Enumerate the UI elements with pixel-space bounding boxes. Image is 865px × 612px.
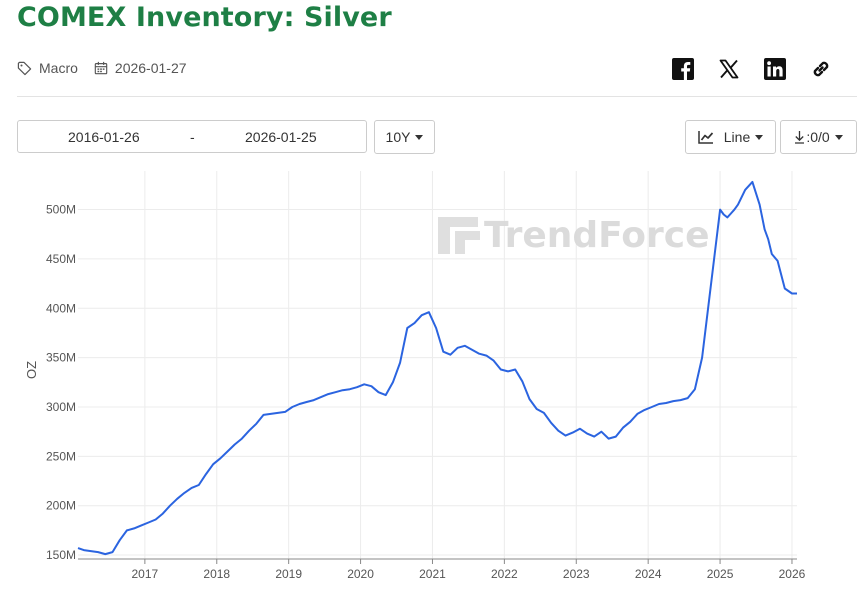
page-title: COMEX Inventory: Silver [17,2,392,33]
chevron-down-icon [415,134,424,140]
link-icon [813,61,829,77]
facebook-icon [672,58,694,80]
x-axis: 2017 2018 2019 2020 2021 2022 2023 2024 2025 2026 [78,558,806,581]
x-tick-label: 2020 [347,567,374,581]
y-tick-label: 400M [46,301,76,315]
y-axis-label: OZ [24,361,39,379]
watermark-text: TrendForce [484,215,710,256]
end-date-input[interactable]: 2026-01-25 [245,129,317,145]
y-tick-label: 250M [46,449,76,463]
copy-link-button[interactable] [810,58,832,80]
chevron-down-icon [834,134,843,140]
y-tick-label: 350M [46,351,76,365]
download-label: :0/0 [806,129,830,145]
x-tick-label: 2022 [491,567,518,581]
y-tick-label: 500M [46,203,76,217]
download-dropdown[interactable]: :0/0 [780,120,857,154]
trendforce-watermark: TrendForce [438,215,710,256]
y-tick-label: 300M [46,400,76,414]
trendforce-logo-icon [438,217,480,254]
x-tick-label: 2017 [132,567,159,581]
x-share-button[interactable] [718,58,740,80]
calendar-icon [94,61,108,75]
date-separator: - [190,129,195,145]
start-date-input[interactable]: 2016-01-26 [68,129,140,145]
chart-grid [78,171,797,559]
period-label: 10Y [385,129,411,145]
tag-icon [17,61,32,75]
date-label: 2026-01-27 [114,60,187,76]
x-icon [719,59,739,79]
date-range-picker[interactable]: 2016-01-26 - 2026-01-25 [17,120,367,153]
line-chart-icon [698,131,713,144]
header-divider [17,96,857,97]
category-label: Macro [39,60,78,76]
x-tick-label: 2024 [635,567,662,581]
x-tick-label: 2025 [707,567,734,581]
y-tick-label: 200M [46,499,76,513]
linkedin-icon [764,58,786,80]
chevron-down-icon [755,134,764,140]
chart-type-dropdown[interactable]: Line [685,120,776,154]
period-dropdown[interactable]: 10Y [374,120,435,154]
article-meta: Macro 2026-01-27 [17,60,203,76]
x-tick-label: 2018 [203,567,230,581]
x-tick-label: 2021 [419,567,446,581]
x-tick-label: 2019 [275,567,302,581]
y-tick-label: 450M [46,252,76,266]
x-tick-label: 2023 [563,567,590,581]
inventory-line-chart: TrendForce 150M 200M 250M 300M 350M 400M 450M 5… [24,171,806,581]
facebook-share-button[interactable] [672,58,694,80]
share-bar [648,58,832,80]
x-tick-label: 2026 [779,567,806,581]
download-icon [795,131,805,144]
chart-type-label: Line [723,129,751,145]
linkedin-share-button[interactable] [764,58,786,80]
y-axis: 150M 200M 250M 300M 350M 400M 450M 500M [46,203,76,563]
y-tick-label: 150M [46,548,76,562]
publish-date: 2026-01-27 [94,60,187,76]
category-tag[interactable]: Macro [17,60,78,76]
series-line [77,180,797,556]
